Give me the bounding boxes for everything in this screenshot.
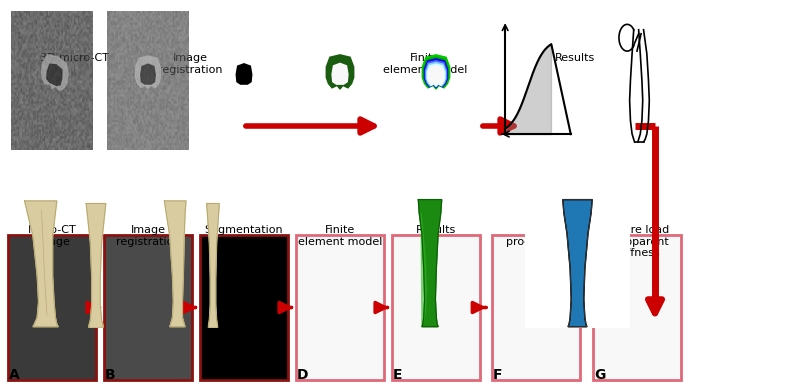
Polygon shape: [47, 64, 62, 85]
Bar: [200, 235, 288, 380]
Polygon shape: [326, 55, 354, 89]
Bar: [104, 235, 192, 380]
Bar: [593, 235, 681, 380]
Text: F: F: [493, 368, 502, 382]
Text: C: C: [201, 368, 211, 382]
Bar: [8, 235, 96, 380]
Text: B: B: [105, 368, 116, 382]
Polygon shape: [427, 64, 445, 86]
Polygon shape: [42, 55, 68, 90]
Polygon shape: [165, 201, 186, 327]
Text: E: E: [393, 368, 402, 382]
Text: Results: Results: [416, 225, 456, 235]
Text: Finite
element model: Finite element model: [298, 225, 382, 247]
Text: Failure load
& apparent
stiffness: Failure load & apparent stiffness: [605, 225, 669, 258]
Bar: [492, 235, 580, 380]
PathPatch shape: [525, 197, 630, 328]
Polygon shape: [423, 57, 449, 88]
Text: G: G: [594, 368, 606, 382]
Text: Segmentation: Segmentation: [205, 225, 283, 235]
Polygon shape: [25, 201, 58, 327]
Polygon shape: [230, 55, 258, 89]
Text: Image
registration: Image registration: [158, 53, 222, 74]
Polygon shape: [86, 204, 106, 328]
Text: Finite
element model: Finite element model: [383, 53, 467, 74]
Polygon shape: [418, 199, 442, 327]
Text: Micro-CT
image: Micro-CT image: [28, 225, 76, 247]
Polygon shape: [332, 63, 348, 84]
Text: D: D: [297, 368, 309, 382]
Text: 3D micro-CT: 3D micro-CT: [41, 53, 110, 63]
Polygon shape: [426, 61, 446, 87]
Text: Image
registration: Image registration: [116, 225, 180, 247]
Bar: [392, 235, 480, 380]
Polygon shape: [236, 64, 252, 84]
Polygon shape: [428, 66, 444, 85]
Polygon shape: [422, 55, 450, 89]
PathPatch shape: [562, 199, 592, 327]
Bar: [296, 235, 384, 380]
Text: A: A: [9, 368, 20, 382]
Polygon shape: [135, 56, 161, 89]
Text: Post
processing: Post processing: [506, 225, 566, 247]
Polygon shape: [141, 64, 155, 84]
Polygon shape: [206, 204, 219, 328]
Polygon shape: [426, 62, 446, 87]
Text: Results: Results: [555, 53, 595, 63]
Polygon shape: [425, 59, 447, 88]
Polygon shape: [421, 213, 426, 326]
